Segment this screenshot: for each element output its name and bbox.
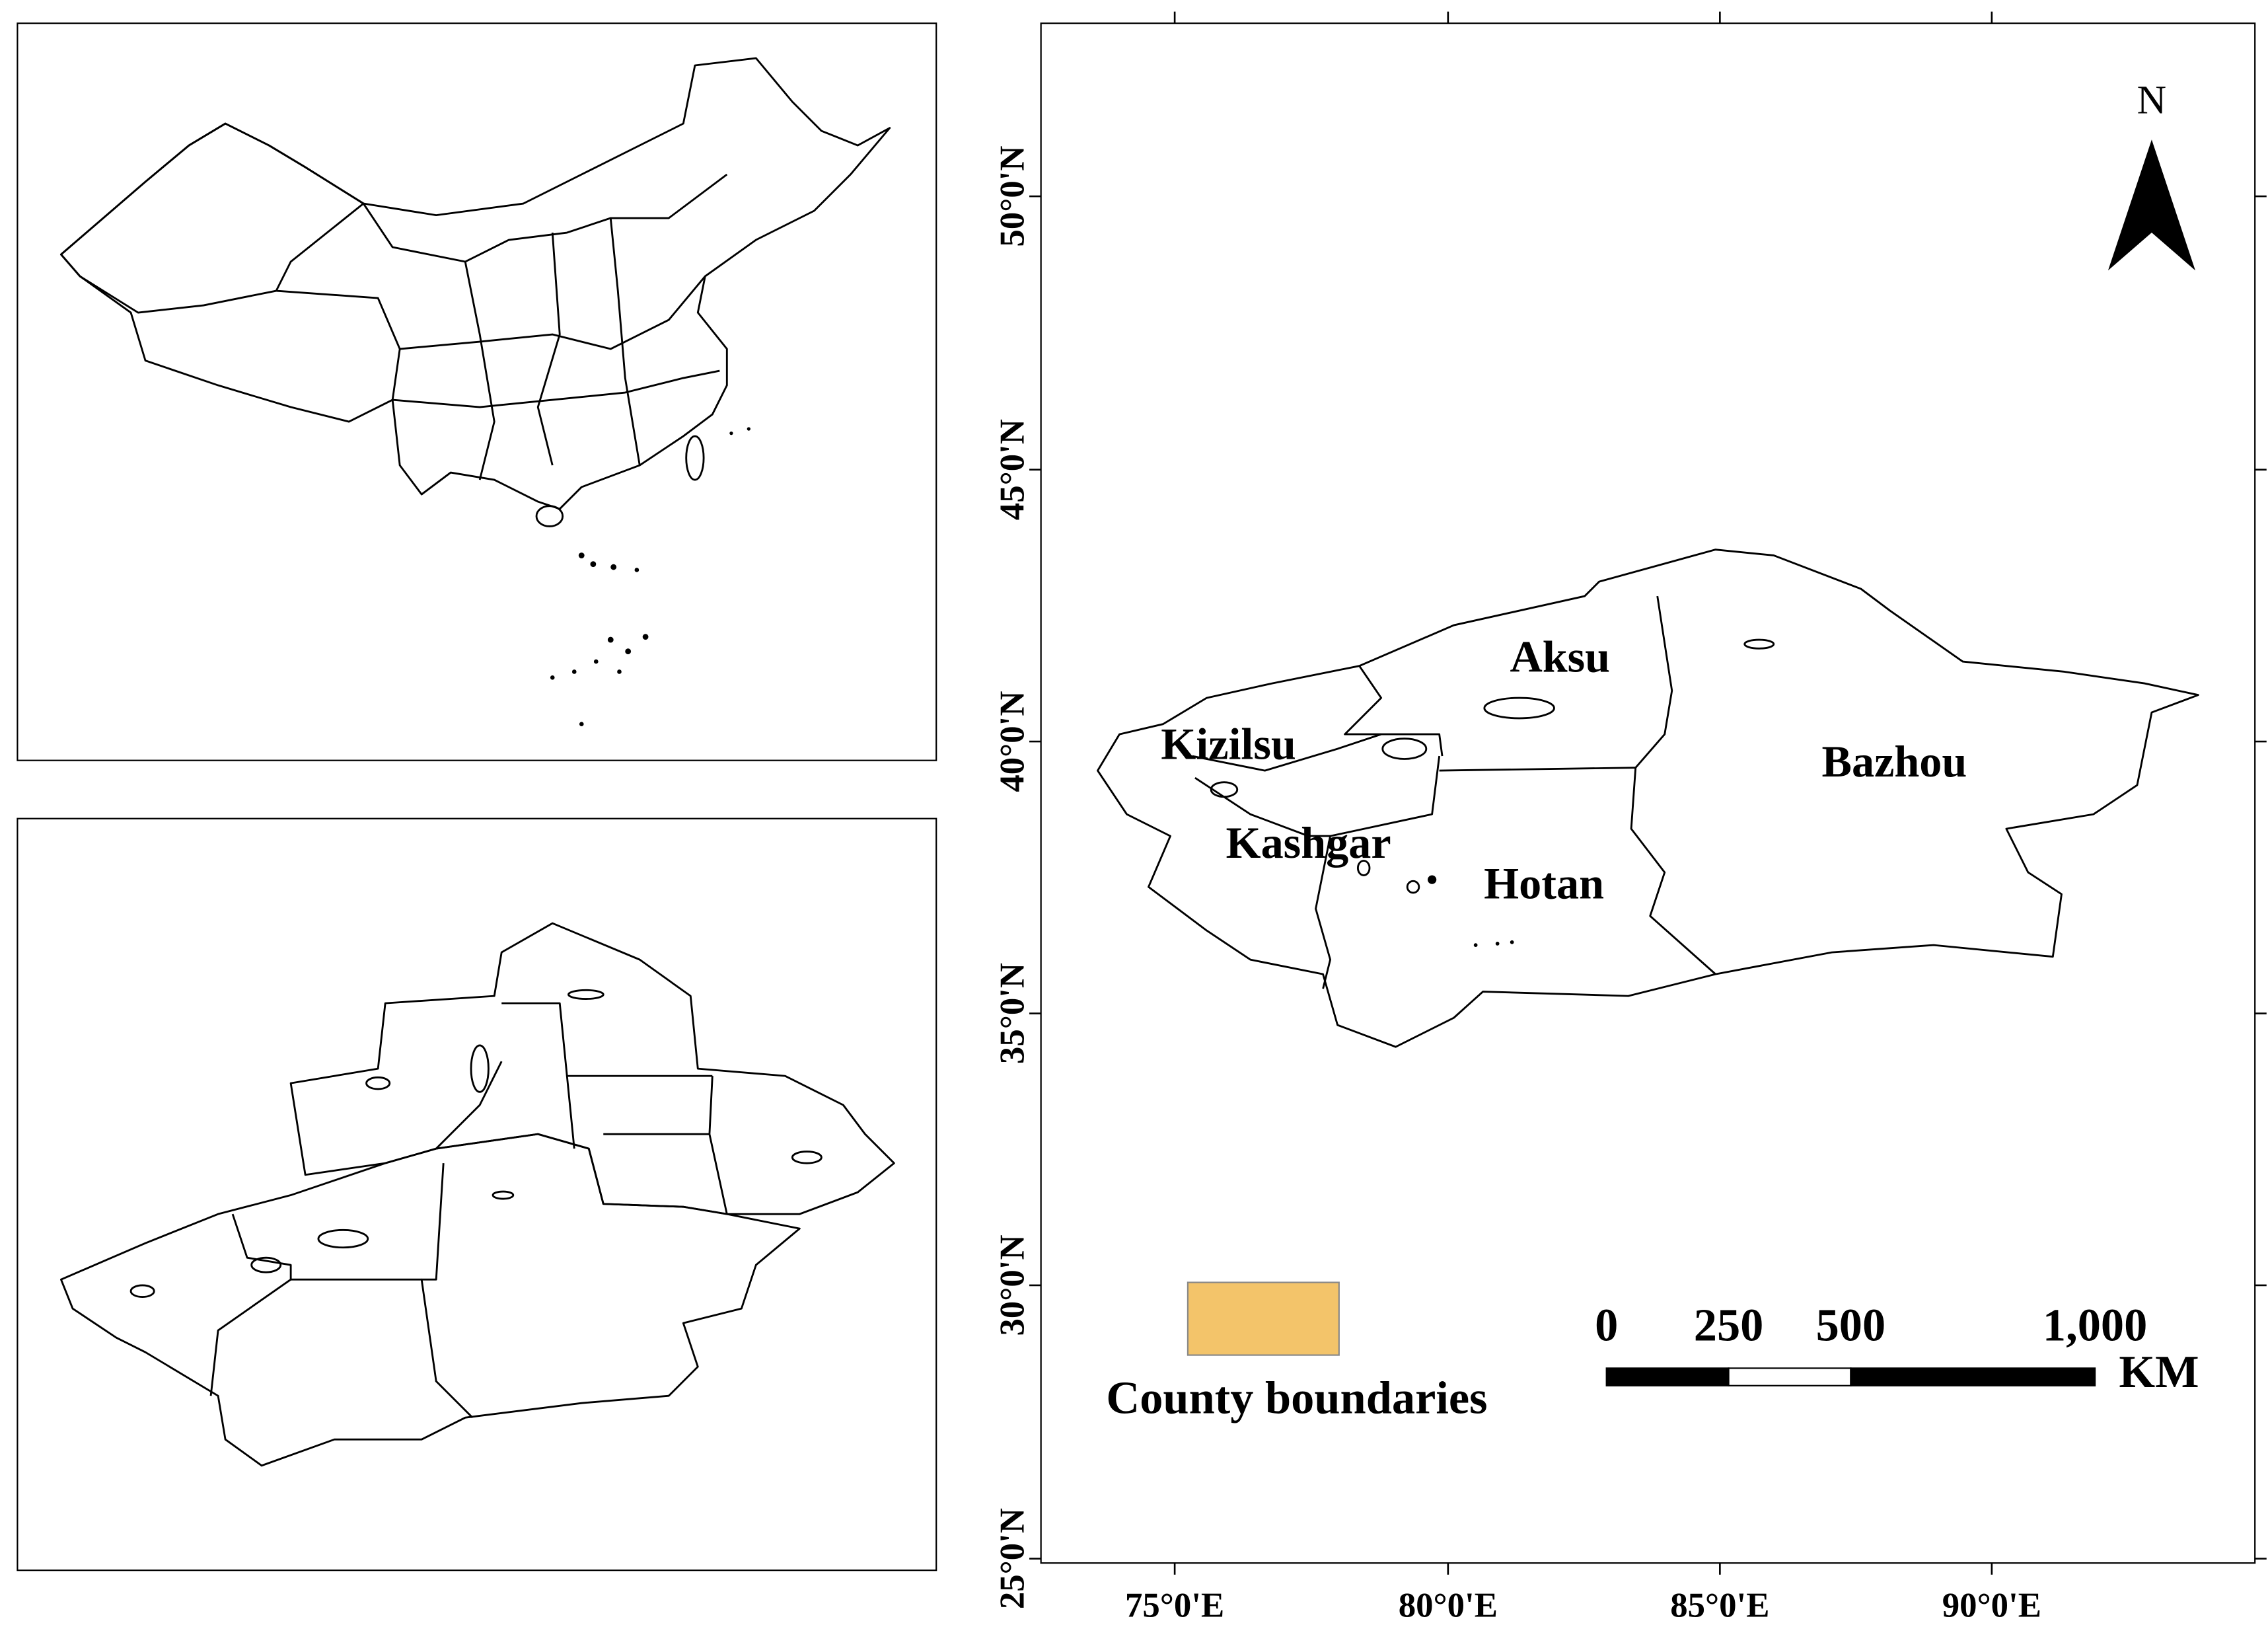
lake <box>1406 880 1420 894</box>
county-boundary <box>1344 665 1444 757</box>
xinjiang-overview <box>17 817 937 1571</box>
lake <box>492 1190 515 1200</box>
lake <box>365 1076 391 1090</box>
county-boundary <box>435 1061 503 1150</box>
lake <box>317 1229 369 1249</box>
south-xinjiang <box>59 1133 801 1467</box>
islands <box>550 427 750 726</box>
county-boundary <box>209 1213 292 1396</box>
scale-label: 250 <box>1694 1300 1764 1351</box>
south-xinjiang-region <box>1097 549 2199 1048</box>
scale-segment <box>1605 1367 1730 1386</box>
county-boundary <box>1192 733 1382 772</box>
panel-frame <box>17 22 937 761</box>
taiwan <box>685 435 705 481</box>
scale-bar <box>1605 1367 2096 1386</box>
scale-label: 0 <box>1595 1300 1618 1351</box>
lon-label: 85°0'E <box>1670 1587 1769 1625</box>
county-boundary <box>1315 755 1441 989</box>
lake <box>1210 781 1239 798</box>
lon-label: 90°0'E <box>1942 1587 2041 1625</box>
region-label: Kashgar <box>1226 817 1391 868</box>
lake <box>791 1151 823 1164</box>
legend-swatch <box>1187 1281 1340 1356</box>
lake <box>567 989 604 1000</box>
lon-label: 75°0'E <box>1125 1587 1224 1625</box>
county-boundary <box>566 1075 575 1149</box>
province-boundary <box>464 261 495 480</box>
lake <box>1743 638 1775 650</box>
scale-segment <box>1850 1367 2096 1386</box>
county-boundary <box>1630 595 1716 975</box>
region-label: Kizilsu <box>1161 718 1296 769</box>
china-overview <box>17 22 937 761</box>
graticule-ticks <box>1029 11 2267 1575</box>
xinjiang-highlight <box>59 122 365 314</box>
province-boundary <box>536 232 561 466</box>
province-boundary <box>609 217 641 466</box>
region-label: Aksu <box>1510 631 1610 681</box>
small-lakes <box>1428 875 1514 947</box>
lat-label: 50°0'N <box>993 145 1031 246</box>
scale-unit: KM <box>2119 1346 2199 1398</box>
north-arrow <box>2107 139 2195 271</box>
region-label: Bazhou <box>1822 736 1967 786</box>
north-label: N <box>2137 78 2167 123</box>
scale-label: 1,000 <box>2043 1300 2147 1351</box>
lat-label: 35°0'N <box>993 963 1031 1064</box>
scale-label: 500 <box>1816 1300 1886 1351</box>
hainan <box>535 505 564 527</box>
province-boundary <box>276 289 401 400</box>
lat-label: 45°0'N <box>993 419 1031 520</box>
lat-label: 25°0'N <box>993 1508 1031 1609</box>
province-boundary <box>392 369 720 408</box>
lat-label: 40°0'N <box>993 691 1031 792</box>
region-label: Hotan <box>1484 858 1604 909</box>
scale-segment <box>1728 1367 1852 1386</box>
lake <box>1381 738 1428 760</box>
province-boundary <box>400 276 706 350</box>
lake <box>1356 860 1371 876</box>
lake <box>470 1044 490 1093</box>
lake <box>1483 697 1555 720</box>
main-map: 50°0'N 45°0'N 40°0'N 35°0'N 30°0'N 25°0'… <box>993 11 2267 1625</box>
county-boundary <box>1439 767 1636 772</box>
lat-label: 30°0'N <box>993 1234 1031 1336</box>
province-boundary <box>362 173 728 263</box>
lake <box>129 1284 155 1298</box>
lake <box>250 1256 282 1273</box>
lon-label: 80°0'E <box>1399 1587 1498 1625</box>
panel-frame <box>17 817 937 1571</box>
legend-label: County boundaries <box>1106 1373 1487 1424</box>
